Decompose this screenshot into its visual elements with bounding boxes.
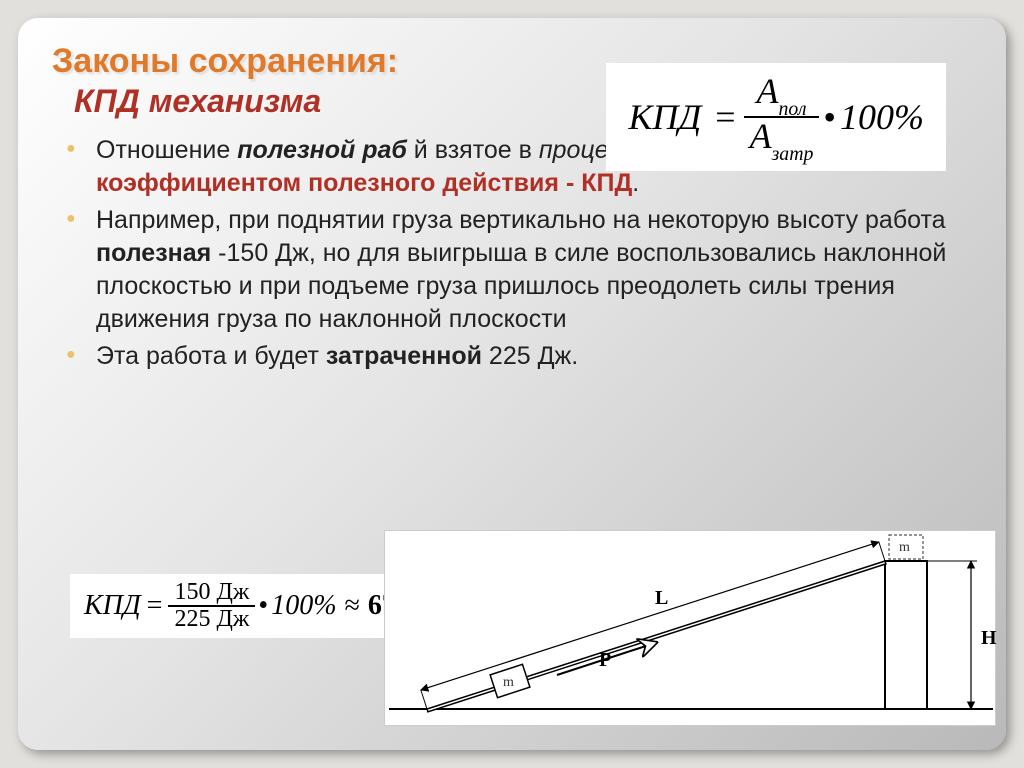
formula-kpd-definition: КПД = Aпол Aзатр • 100% (606, 63, 946, 171)
fraction: Aпол Aзатр (744, 73, 820, 161)
formula-kpd-numeric: КПД = 150 Дж 225 Дж • 100% ≈ 67% (70, 574, 438, 638)
text: Эта работа и будет (96, 342, 326, 370)
fraction: 150 Дж 225 Дж (168, 580, 255, 632)
bullet-dot: • (823, 96, 836, 138)
inclined-plane-diagram: L P H m m (384, 530, 996, 726)
var: A (750, 116, 772, 156)
text-bold: полезная (96, 239, 211, 267)
diagram-svg (385, 531, 997, 727)
text: . (632, 169, 639, 197)
formula-lhs: КПД (84, 590, 141, 622)
text: -150 Дж, но для выигрыша в силе воспольз… (96, 239, 946, 333)
bullet-dot: • (258, 590, 268, 622)
text: взятое в (435, 136, 539, 164)
tail: 100% (271, 590, 336, 622)
text: 225 Дж. (482, 342, 578, 370)
label-m-top: m (899, 540, 910, 556)
text: Например, при поднятии груза вертикально… (96, 206, 946, 234)
denominator: 225 Дж (168, 607, 255, 632)
formula-lhs: КПД (628, 96, 701, 138)
text-bold-italic: полезной раб (237, 136, 407, 164)
text-bold: затраченной (326, 342, 482, 370)
tail: 100% (840, 96, 924, 138)
label-H: H (981, 627, 997, 650)
text-red: коэффициентом полезного действия - КПД (96, 169, 632, 197)
approx-sign: ≈ (345, 590, 360, 622)
label-m-bottom: m (503, 675, 514, 691)
var: A (757, 71, 779, 111)
subscript: затр (772, 143, 814, 165)
label-P: P (599, 649, 611, 672)
equals-sign: = (147, 590, 163, 622)
numerator: 150 Дж (168, 580, 255, 605)
bullet-item: Эта работа и будет затраченной 225 Дж. (60, 340, 972, 373)
slide: Законы сохранения: КПД механизма Отношен… (18, 18, 1006, 750)
subscript: пол (779, 98, 807, 120)
text: й (407, 136, 435, 164)
equals-sign: = (715, 96, 735, 138)
text: Отношение (96, 136, 237, 164)
bullet-item: Например, при поднятии груза вертикально… (60, 204, 972, 336)
label-L: L (655, 587, 668, 610)
denominator: Aзатр (744, 118, 820, 161)
numerator: Aпол (751, 73, 813, 116)
